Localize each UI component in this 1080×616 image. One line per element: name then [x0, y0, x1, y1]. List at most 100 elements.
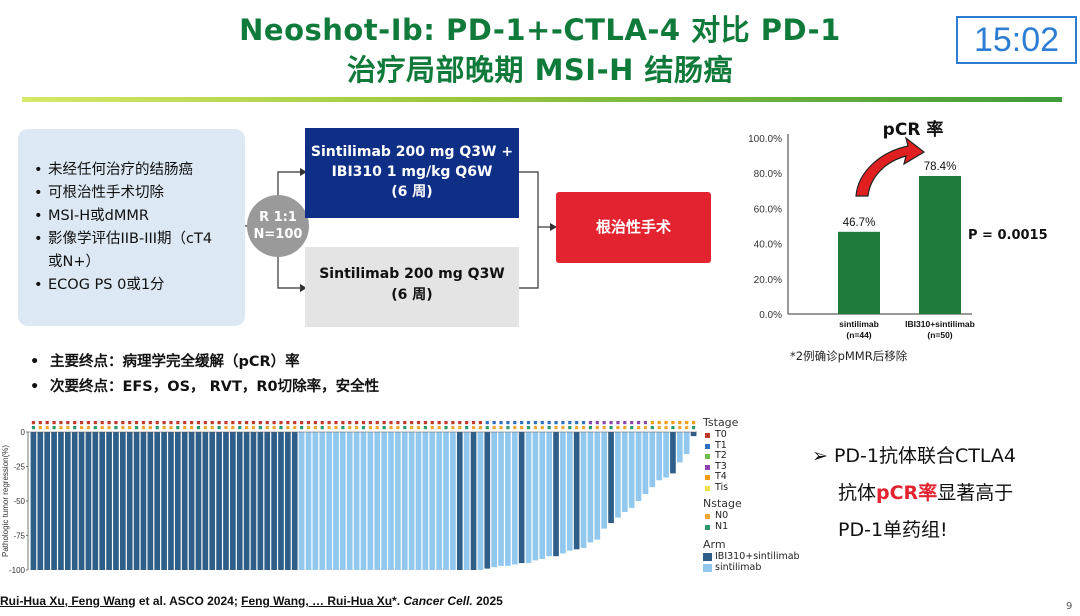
waterfall-ytick-label: -75 [13, 532, 25, 541]
waterfall-bar [71, 432, 78, 570]
legend-item: T0 [703, 429, 800, 441]
legend-label: T3 [715, 460, 727, 472]
waterfall-tstage-marker [148, 421, 152, 425]
waterfall-tstage-marker [485, 421, 489, 425]
waterfall-bar [305, 432, 312, 570]
waterfall-nstage-marker [245, 426, 249, 430]
legend-item: T4 [703, 471, 800, 483]
waterfall-bar [615, 432, 621, 518]
conclusion-line2-a: 抗体 [838, 482, 877, 504]
waterfall-bar [388, 432, 394, 570]
waterfall-bar [92, 432, 99, 570]
waterfall-tstage-marker [238, 421, 242, 425]
legend-label: N0 [715, 510, 729, 521]
waterfall-nstage-marker [334, 426, 338, 430]
waterfall-bar [635, 432, 642, 501]
waterfall-tstage-marker [59, 421, 63, 425]
waterfall-nstage-marker [300, 426, 304, 430]
legend-swatch [705, 464, 710, 470]
waterfall-bar [346, 432, 353, 570]
waterfall-nstage-marker [595, 426, 599, 430]
waterfall-bar [99, 432, 106, 570]
page-number: 9 [1066, 601, 1073, 612]
waterfall-nstage-marker [169, 426, 173, 430]
waterfall-tstage-marker [465, 421, 469, 425]
waterfall-nstage-marker [355, 426, 359, 430]
waterfall-nstage-marker [437, 426, 441, 430]
waterfall-bar [312, 432, 319, 570]
waterfall-nstage-marker [286, 426, 290, 430]
waterfall-tstage-marker [361, 421, 366, 425]
waterfall-tstage-marker [183, 421, 187, 425]
waterfall-tstage-marker [540, 421, 544, 425]
waterfall-nstage-marker [59, 426, 63, 430]
waterfall-tstage-marker [320, 421, 324, 425]
waterfall-tstage-marker [286, 421, 290, 425]
waterfall-tstage-marker [506, 421, 510, 425]
waterfall-tstage-marker [595, 421, 599, 425]
waterfall-bar [340, 432, 346, 570]
waterfall-tstage-marker [664, 421, 668, 425]
waterfall-tstage-marker [334, 421, 338, 425]
waterfall-bar [443, 432, 449, 570]
waterfall-tstage-marker [458, 421, 462, 425]
waterfall-bar [140, 432, 147, 570]
waterfall-bar [491, 432, 497, 568]
criteria-item: 未经任何治疗的结肠癌 [34, 159, 245, 182]
waterfall-tstage-marker [478, 421, 482, 425]
waterfall-bar [415, 432, 422, 570]
waterfall-bar [401, 432, 408, 570]
waterfall-ytick-label: 0 [21, 428, 26, 437]
waterfall-bar [560, 432, 566, 554]
arm2-arrowhead [300, 284, 307, 292]
waterfall-bar [477, 432, 484, 570]
waterfall-bar [367, 432, 374, 570]
waterfall-bar [126, 432, 133, 570]
waterfall-nstage-marker [465, 426, 469, 430]
legend-tstage-title: Tstage [703, 416, 739, 429]
waterfall-bar [649, 432, 656, 488]
waterfall-nstage-marker [561, 426, 565, 430]
waterfall-bar [250, 432, 257, 570]
waterfall-bar [456, 432, 463, 570]
arrow-bullet-icon: ➢ [812, 445, 834, 467]
waterfall-bar [181, 432, 188, 570]
pcr-ytick-label: 0.0% [759, 310, 782, 321]
waterfall-bar [175, 432, 181, 570]
waterfall-tstage-marker [561, 421, 565, 425]
waterfall-tstage-marker [423, 421, 427, 425]
legend-swatch [705, 514, 710, 519]
legend-label: IBI310+sintilimab [715, 551, 800, 562]
waterfall-nstage-marker [671, 426, 675, 430]
waterfall-nstage-marker [107, 426, 111, 430]
waterfall-tstage-marker [492, 421, 496, 425]
waterfall-nstage-marker [128, 426, 132, 430]
waterfall-nstage-marker [650, 426, 654, 430]
waterfall-tstage-marker [189, 421, 194, 425]
waterfall-tstage-marker [636, 421, 641, 425]
waterfall-tstage-marker [396, 421, 400, 425]
waterfall-bar [628, 432, 635, 508]
legend-tstage-items: T0 T1 T2 T3 T4 Tis [703, 429, 800, 493]
waterfall-bar [291, 432, 298, 570]
surgery-arrowhead [550, 223, 557, 231]
waterfall-tstage-marker [368, 421, 372, 425]
waterfall-nstage-marker [31, 426, 36, 430]
waterfall-bar [683, 432, 690, 455]
waterfall-tstage-marker [176, 421, 180, 425]
pcr-chart-title: pCR 率 [882, 120, 944, 140]
waterfall-nstage-marker [526, 426, 531, 430]
pcr-ytick-label: 20.0% [754, 275, 782, 286]
waterfall-nstage-marker [657, 426, 661, 430]
waterfall-nstage-marker [581, 426, 586, 430]
waterfall-tstage-marker [616, 421, 620, 425]
waterfall-tstage-marker [520, 421, 524, 425]
waterfall-nstage-marker [100, 426, 104, 430]
waterfall-tstage-marker [265, 421, 269, 425]
waterfall-nstage-marker [630, 426, 634, 430]
waterfall-tstage-marker [155, 421, 159, 425]
legend-label: T2 [715, 450, 727, 461]
waterfall-nstage-marker [306, 426, 311, 430]
waterfall-tstage-marker [306, 421, 311, 425]
